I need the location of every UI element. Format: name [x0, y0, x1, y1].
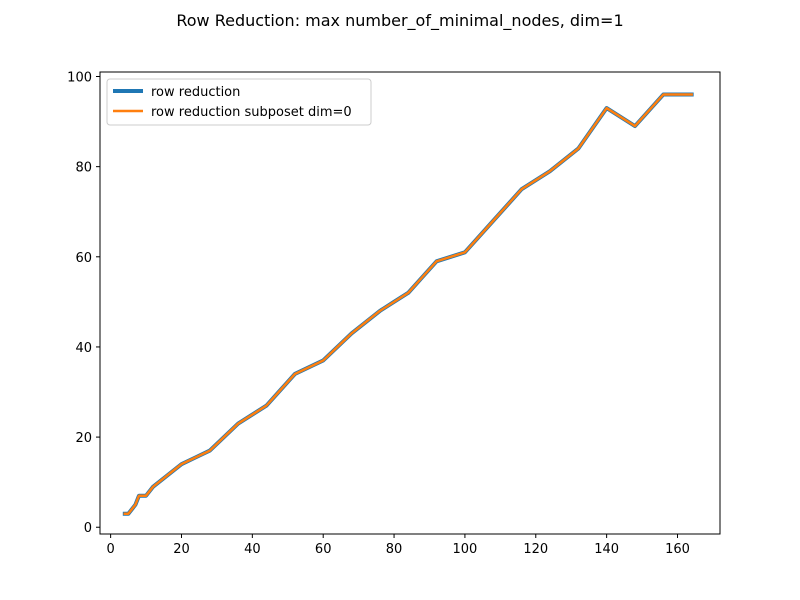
- y-tick-label: 80: [75, 161, 92, 176]
- x-tick-label: 20: [173, 542, 190, 557]
- legend-label-row-reduction-subposet: row reduction subposet dim=0: [151, 105, 352, 120]
- chart-title: Row Reduction: max number_of_minimal_nod…: [176, 11, 623, 31]
- x-tick-label: 120: [523, 542, 548, 557]
- plot-area: 0 20 40 60 80 100 120 140 160 0 20 40 60 80 100: [67, 71, 721, 557]
- x-tick-label: 100: [453, 542, 478, 557]
- x-tick-label: 40: [244, 542, 261, 557]
- x-tick-label: 0: [106, 542, 114, 557]
- y-tick-label: 100: [67, 71, 92, 86]
- series-layer: [122, 92, 694, 516]
- axes-frame: [99, 71, 721, 535]
- y-axis-ticks: 0 20 40 60 80 100: [67, 71, 100, 536]
- legend-label-row-reduction: row reduction: [151, 85, 240, 100]
- x-tick-label: 160: [665, 542, 690, 557]
- y-tick-label: 60: [75, 251, 92, 266]
- legend: row reduction row reduction subposet dim…: [106, 78, 372, 126]
- series-line-row-reduction-subposet-dim-0: [123, 93, 693, 515]
- y-tick-label: 40: [75, 341, 92, 356]
- x-tick-label: 60: [315, 542, 332, 557]
- x-tick-label: 140: [594, 542, 619, 557]
- y-tick-label: 0: [84, 521, 92, 536]
- y-tick-label: 20: [75, 431, 92, 446]
- x-tick-label: 80: [386, 542, 403, 557]
- x-axis-ticks: 0 20 40 60 80 100 120 140 160: [106, 534, 690, 557]
- legend-frame: [106, 78, 372, 126]
